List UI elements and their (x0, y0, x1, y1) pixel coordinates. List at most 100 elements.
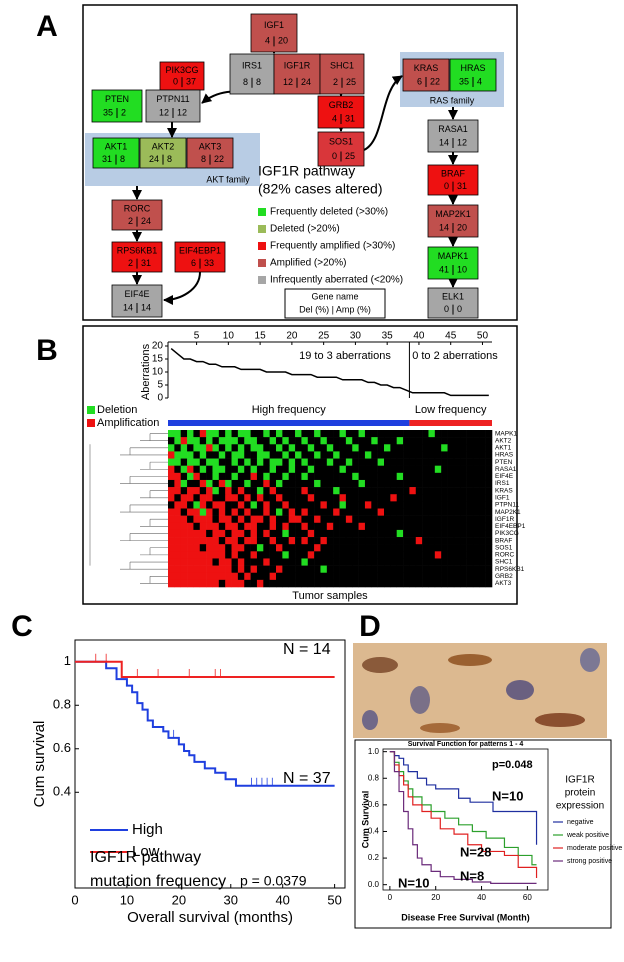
heatmap-cell (282, 458, 290, 466)
heatmap-cell (237, 487, 245, 495)
heatmap-cell (460, 458, 467, 466)
heatmap-cell (231, 444, 239, 452)
del-pct: 31 (102, 154, 112, 164)
heatmap-cell (320, 522, 328, 531)
heatmap-cell (168, 558, 175, 566)
heatmap-cell (320, 515, 328, 524)
heatmap-cell (301, 565, 309, 574)
legend-swatch (87, 419, 95, 427)
heatmap-cell (193, 458, 201, 466)
heatmap-cell (295, 537, 302, 545)
heatmap-cell (288, 529, 296, 538)
heatmap-cell (403, 565, 410, 574)
heatmap-cell (180, 501, 188, 509)
heatmap-cell (364, 437, 372, 445)
heatmap-cell (231, 558, 239, 566)
heatmap-cell (314, 451, 321, 459)
heatmap-cell (415, 458, 423, 466)
x-tick-label: 50 (327, 892, 341, 907)
heatmap-cell (434, 472, 442, 481)
heatmap-cell (193, 501, 201, 509)
heatmap-cell (174, 451, 182, 459)
heatmap-cell (212, 465, 220, 474)
heatmap-cell (390, 515, 398, 524)
heatmap-cell (333, 444, 340, 452)
heatmap-cell (320, 551, 328, 559)
y-tick-label: 0.4 (53, 784, 71, 799)
heatmap-cell (231, 437, 239, 445)
heatmap-cell (180, 558, 188, 566)
heatmap-cell (441, 494, 448, 502)
survival-curve (75, 660, 335, 787)
heatmap-cell (339, 487, 347, 495)
heatmap-cell (168, 430, 175, 438)
heatmap-cell (352, 430, 359, 438)
heatmap-cell (237, 472, 245, 481)
heatmap-cell (422, 537, 429, 545)
heatmap-cell (403, 437, 410, 445)
heatmap-cell (352, 572, 359, 581)
heatmap-cell (301, 501, 309, 509)
heatmap-cell (403, 472, 410, 481)
heatmap-cell (314, 515, 321, 524)
heatmap-cell (384, 529, 391, 538)
heatmap-cell (409, 529, 417, 538)
x-tick-label: 45 (445, 331, 457, 342)
heatmap-cell (307, 558, 315, 566)
heatmap-cell (288, 522, 296, 531)
heatmap-cell (371, 515, 378, 524)
heatmap-cell (307, 508, 315, 516)
heatmap-cell (206, 544, 213, 552)
heatmap-cell (441, 458, 448, 466)
amp-pct: 31 (457, 181, 467, 191)
heatmap-cell (199, 551, 207, 559)
heatmap-cell (314, 444, 321, 452)
heatmap-cell (358, 458, 366, 466)
heatmap-cell (396, 501, 404, 509)
heatmap-cell (314, 465, 321, 474)
heatmap-cell (422, 437, 429, 445)
heatmap-cell (377, 430, 385, 438)
heatmap-cell (174, 579, 182, 588)
gene-name: RORC (124, 203, 151, 213)
heatmap-cell (199, 451, 207, 459)
heatmap-cell (218, 494, 226, 502)
panel-d-frame (354, 739, 612, 929)
heatmap-cell (282, 579, 290, 588)
row-label: SOS1 (495, 544, 513, 551)
heatmap-cell (307, 579, 315, 588)
heatmap-cell (174, 501, 182, 509)
heatmap-cell (403, 494, 410, 502)
heatmap-cell (187, 537, 194, 545)
heatmap-cell (301, 458, 309, 466)
heatmap-cell (434, 551, 442, 559)
heatmap-cell (288, 501, 296, 509)
heatmap-cell (256, 565, 264, 574)
heatmap-cell (256, 501, 264, 509)
heatmap-cell (231, 501, 239, 509)
heatmap-cell (218, 508, 226, 516)
heatmap-cell (218, 465, 226, 474)
heatmap-cell (384, 508, 391, 516)
aberration-line (170, 348, 489, 397)
heatmap-cell (263, 472, 270, 481)
heatmap-cell (301, 537, 309, 545)
heatmap-cell (187, 515, 194, 524)
row-label: AKT1 (495, 445, 512, 452)
heatmap-cell (250, 458, 258, 466)
amp-pct: 22 (430, 76, 440, 86)
heatmap-cell (244, 501, 251, 509)
heatmap-cell (218, 572, 226, 581)
heatmap-cell (250, 558, 258, 566)
heatmap-cell (409, 508, 417, 516)
heatmap-cell (288, 465, 296, 474)
heatmap-cell (453, 558, 461, 566)
heatmap-cell (460, 544, 467, 552)
heatmap-cell (212, 487, 220, 495)
heatmap-cell (218, 479, 226, 488)
heatmap-cell (339, 465, 347, 474)
heatmap-cell (225, 494, 232, 502)
heatmap-cell (460, 537, 467, 545)
heatmap-cell (485, 508, 493, 516)
heatmap-cell (301, 579, 309, 588)
